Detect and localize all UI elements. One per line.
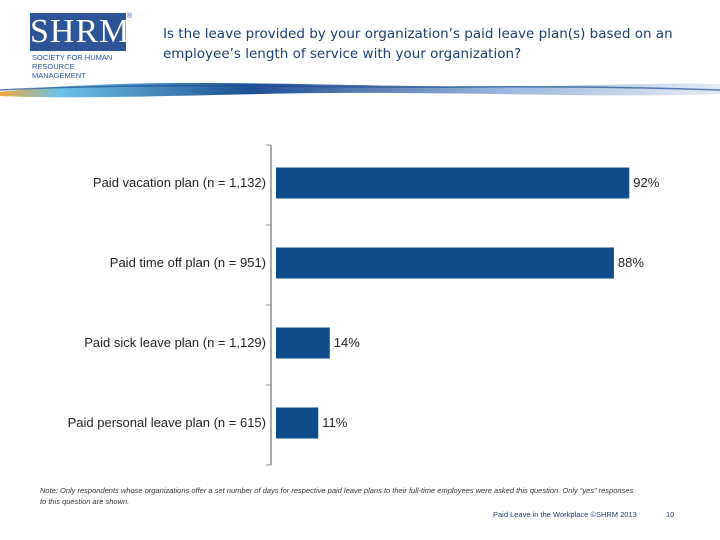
category-label: Paid time off plan (n = 951)	[109, 255, 266, 270]
footer-source: Paid Leave in the Workplace ©SHRM 2013	[493, 510, 637, 519]
footnote: Note: Only respondents whose organizatio…	[40, 486, 634, 506]
slide-title: Is the leave provided by your organizati…	[163, 26, 673, 62]
bar	[276, 407, 319, 439]
category-label: Paid sick leave plan (n = 1,129)	[84, 335, 266, 350]
category-label: Paid vacation plan (n = 1,132)	[92, 175, 266, 190]
value-label: 14%	[333, 335, 360, 350]
value-label: 92%	[633, 175, 660, 190]
logo-subtitle: SOCIETY FOR HUMAN RESOURCE MANAGEMENT	[32, 53, 113, 80]
value-label: 88%	[617, 255, 644, 270]
bar-chart	[266, 144, 630, 466]
bar	[276, 327, 330, 359]
logo-wordmark: SHRM	[30, 13, 131, 51]
shrm-logo: SHRM ® SOCIETY FOR HUMAN RESOURCE MANAGE…	[30, 13, 133, 80]
page-number: 10	[666, 510, 675, 519]
decorative-header-band	[0, 83, 720, 98]
registered-mark: ®	[127, 13, 133, 20]
bar	[276, 247, 614, 279]
category-label: Paid personal leave plan (n = 615)	[67, 415, 266, 430]
value-label: 11%	[322, 415, 348, 430]
bar	[276, 167, 630, 199]
